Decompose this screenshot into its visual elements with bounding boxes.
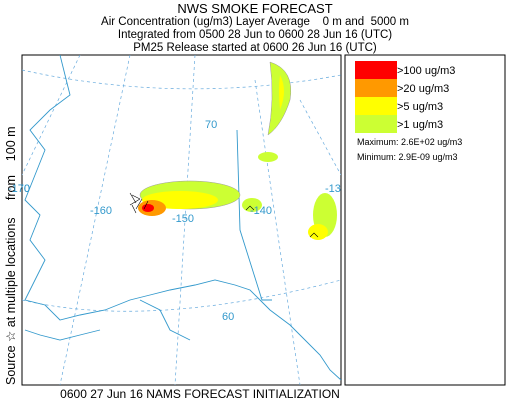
legend-label: >100 ug/m3: [397, 65, 455, 77]
footer: 0600 27 Jun 16 NAMS FORECAST INITIALIZAT…: [60, 387, 340, 401]
plume: [142, 204, 154, 212]
map: 70 -170 -160 -150 -140 -130 60 -170: [8, 54, 347, 386]
legend-minimum: Minimum: 2.9E-09 ug/m3: [357, 152, 458, 162]
plume: [279, 75, 284, 110]
legend-label: >20 ug/m3: [397, 83, 449, 95]
legend-label: >1 ug/m3: [397, 119, 443, 131]
plume: [242, 198, 262, 212]
grid-label: -170: [8, 183, 30, 195]
map-frame: [21, 54, 342, 386]
subtitle: Integrated from 0500 28 Jun to 0600 28 J…: [118, 29, 392, 41]
coastline: [24, 329, 101, 341]
sources: [129, 192, 319, 238]
subtitle: Air Concentration (ug/m3) Layer Average …: [101, 16, 409, 28]
grid-label: -130: [325, 183, 347, 195]
graticule: [22, 55, 81, 176]
legend-swatch: [355, 97, 397, 115]
plume: [308, 224, 328, 240]
graticule: [174, 55, 196, 385]
legend-swatch: [355, 79, 397, 97]
title: NWS SMOKE FORECAST: [177, 1, 332, 16]
legend-maximum: Maximum: 2.6E+02 ug/m3: [357, 137, 462, 147]
subtitle: PM25 Release started at 0600 26 Jun 16 (…: [133, 42, 377, 54]
legend: >100 ug/m3 >20 ug/m3 >5 ug/m3 >1 ug/m3: [355, 61, 455, 133]
coastline: [139, 299, 191, 341]
legend-swatch: [355, 61, 397, 79]
side-label: Source ☆ at multiple locations from 100 …: [4, 126, 18, 385]
graticule: [22, 279, 341, 312]
graticule: [299, 99, 341, 176]
grid-label: 60: [222, 311, 234, 323]
plume: [258, 152, 278, 162]
coastline: [24, 55, 341, 381]
border: [236, 129, 272, 301]
grid-label: -160: [90, 205, 112, 217]
graticule: [59, 55, 131, 385]
grid-label: -170: [8, 183, 30, 195]
legend-label: >5 ug/m3: [397, 101, 443, 113]
grid-label: -150: [172, 213, 194, 225]
legend-swatch: [355, 115, 397, 133]
grid-label: -140: [250, 205, 272, 217]
grid-label: 70: [205, 119, 217, 131]
graticule: [22, 69, 341, 90]
